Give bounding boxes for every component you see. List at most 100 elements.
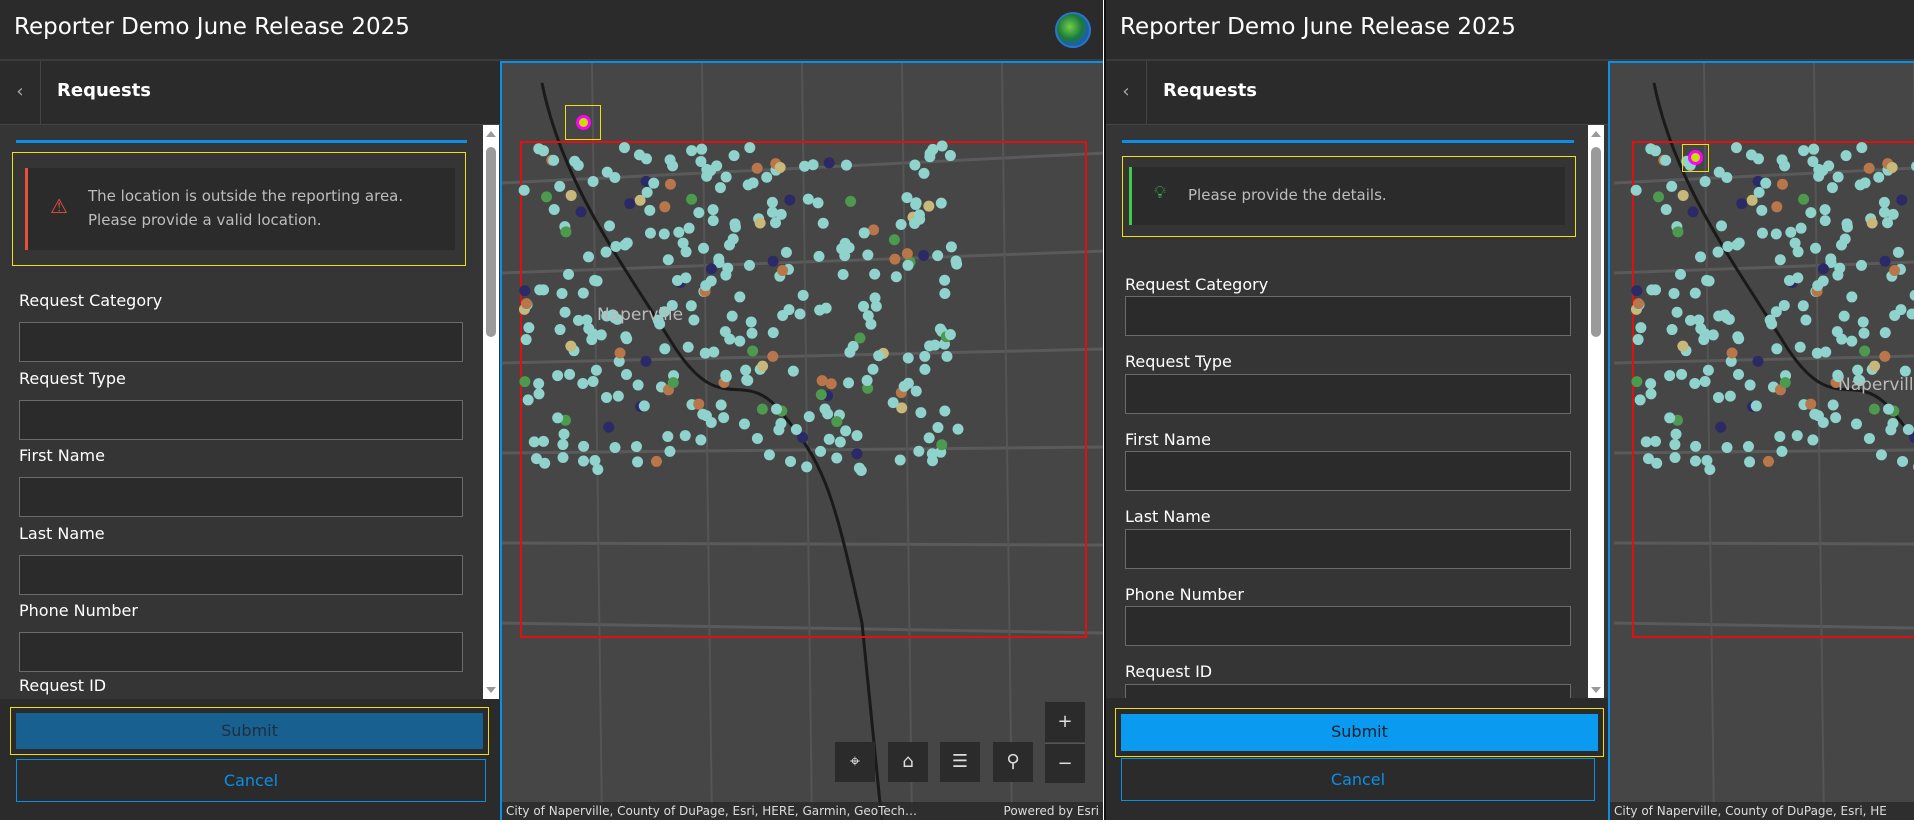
request-point — [1873, 171, 1885, 183]
request-point — [554, 324, 566, 336]
request-point — [1693, 314, 1705, 326]
request-point — [1750, 400, 1762, 412]
request-point — [600, 246, 612, 258]
home-icon[interactable]: ⌂ — [888, 742, 928, 782]
request-point — [1810, 242, 1822, 254]
request-point — [815, 389, 827, 401]
cancel-button[interactable]: Cancel — [1121, 758, 1595, 801]
request-point — [1813, 163, 1825, 175]
request-type-input[interactable] — [1125, 374, 1571, 414]
label-request-type: Request Type — [1125, 352, 1232, 371]
request-point — [1732, 331, 1744, 343]
request-point — [766, 206, 778, 218]
request-id-input[interactable] — [1125, 684, 1571, 699]
request-point — [1825, 253, 1837, 265]
request-point — [621, 369, 633, 381]
request-point — [1702, 364, 1714, 376]
request-point — [756, 403, 768, 415]
request-point — [718, 412, 730, 424]
submit-highlight: Submit — [1115, 708, 1604, 757]
request-point — [632, 379, 644, 391]
map-river — [540, 82, 884, 820]
last-name-input[interactable] — [19, 555, 463, 595]
request-point — [667, 160, 679, 172]
request-point — [775, 418, 787, 430]
map-road — [591, 63, 603, 820]
request-type-input[interactable] — [19, 400, 463, 440]
zoom-in-button[interactable]: + — [1045, 702, 1085, 742]
phone-number-input[interactable] — [19, 632, 463, 672]
scrollbar[interactable] — [483, 125, 499, 699]
request-point — [634, 194, 646, 206]
request-point — [816, 375, 828, 387]
request-point — [870, 300, 882, 312]
request-point — [1897, 455, 1909, 467]
request-point — [1646, 284, 1658, 296]
map-view[interactable]: Napervill City of Naperville, County of … — [1608, 61, 1914, 820]
panel-title: Requests — [57, 80, 152, 101]
request-point — [1882, 217, 1894, 229]
map-view[interactable]: Naperville ⌖ ⌂ ☰ ⚲ + − City of Napervill… — [500, 61, 1103, 820]
request-point — [533, 388, 545, 400]
search-icon[interactable]: ⚲ — [993, 742, 1033, 782]
request-point — [680, 272, 692, 284]
layer-list-icon[interactable]: ☰ — [940, 742, 980, 782]
request-point — [590, 364, 602, 376]
last-name-input[interactable] — [1125, 529, 1571, 569]
request-point — [518, 184, 530, 196]
request-category-input[interactable] — [19, 322, 463, 362]
globe-icon[interactable] — [1055, 12, 1091, 48]
alert-highlight: ⚠ The location is outside the reporting … — [12, 152, 466, 266]
first-name-input[interactable] — [1125, 451, 1571, 491]
request-point — [1770, 306, 1782, 318]
request-point — [1744, 379, 1756, 391]
request-point — [719, 326, 731, 338]
location-pin-icon[interactable] — [1688, 150, 1703, 165]
scroll-down-arrow-icon[interactable] — [1591, 687, 1601, 693]
chevron-left-icon[interactable]: ‹ — [1106, 61, 1147, 125]
request-point — [784, 194, 796, 206]
request-point — [839, 250, 851, 262]
request-point — [673, 226, 685, 238]
request-point — [534, 284, 546, 296]
request-point — [537, 145, 549, 157]
first-name-input[interactable] — [19, 477, 463, 517]
scrollbar[interactable] — [1588, 125, 1604, 699]
request-point — [1795, 222, 1807, 234]
request-point — [565, 189, 577, 201]
cancel-button[interactable]: Cancel — [16, 759, 486, 802]
scroll-down-arrow-icon[interactable] — [486, 687, 496, 693]
scroll-up-arrow-icon[interactable] — [1591, 131, 1601, 137]
request-point — [757, 360, 769, 372]
map-canvas[interactable] — [502, 63, 1103, 820]
request-point — [790, 423, 802, 435]
request-category-input[interactable] — [1125, 296, 1571, 336]
locate-icon[interactable]: ⌖ — [835, 742, 875, 782]
request-point — [1863, 432, 1875, 444]
powered-by-esri-link[interactable]: Powered by Esri — [1003, 804, 1099, 818]
request-point — [1823, 160, 1835, 172]
request-point — [902, 259, 914, 271]
map-canvas[interactable] — [1610, 63, 1914, 820]
request-point — [902, 352, 914, 364]
scroll-up-arrow-icon[interactable] — [486, 131, 496, 137]
request-point — [1666, 180, 1678, 192]
zoom-out-button[interactable]: − — [1045, 743, 1085, 783]
request-point — [754, 217, 766, 229]
submit-button[interactable]: Submit — [1121, 714, 1598, 751]
scroll-thumb[interactable] — [486, 147, 496, 337]
request-point — [1856, 142, 1868, 154]
location-pin-icon[interactable] — [576, 115, 591, 130]
request-point — [1669, 451, 1681, 463]
request-point — [807, 159, 819, 171]
chevron-left-icon[interactable]: ‹ — [0, 61, 41, 125]
request-point — [1645, 388, 1657, 400]
scroll-thumb[interactable] — [1591, 147, 1601, 337]
submit-button[interactable]: Submit — [16, 713, 483, 749]
panel-footer: Submit Cancel — [1106, 698, 1608, 820]
request-point — [586, 334, 598, 346]
request-point — [589, 455, 601, 467]
phone-number-input[interactable] — [1125, 606, 1571, 646]
request-point — [1640, 436, 1652, 448]
request-point — [1875, 449, 1887, 461]
